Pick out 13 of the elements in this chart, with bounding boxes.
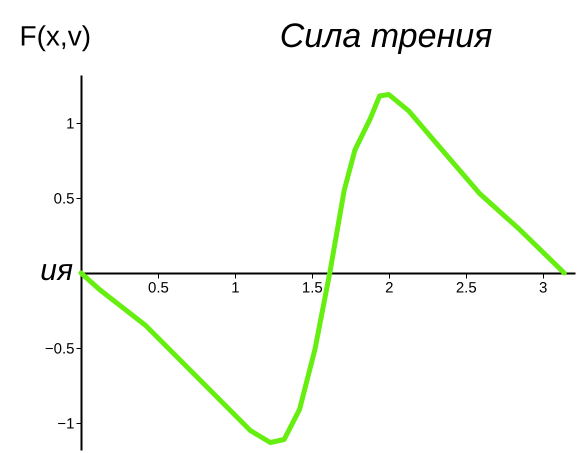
text: ия — [40, 254, 73, 287]
y-tick-label: 0.5 — [54, 190, 74, 208]
x-tick-label: 1.5 — [302, 280, 323, 296]
x-tick-label: 2 — [385, 280, 394, 296]
x-tick-label: 0.5 — [148, 280, 169, 296]
y-tick-label: −1 — [57, 416, 74, 432]
y-tick-label: 1 — [66, 116, 74, 132]
x-tick-label: 1 — [231, 280, 240, 296]
chart-title: Сила трения — [280, 17, 492, 55]
x-tick-label: 3 — [539, 280, 548, 296]
y-axis-title: F(x,v) — [20, 20, 92, 52]
x-tick-label: 2.5 — [456, 280, 477, 296]
y-tick-label: −0.5 — [44, 340, 74, 358]
